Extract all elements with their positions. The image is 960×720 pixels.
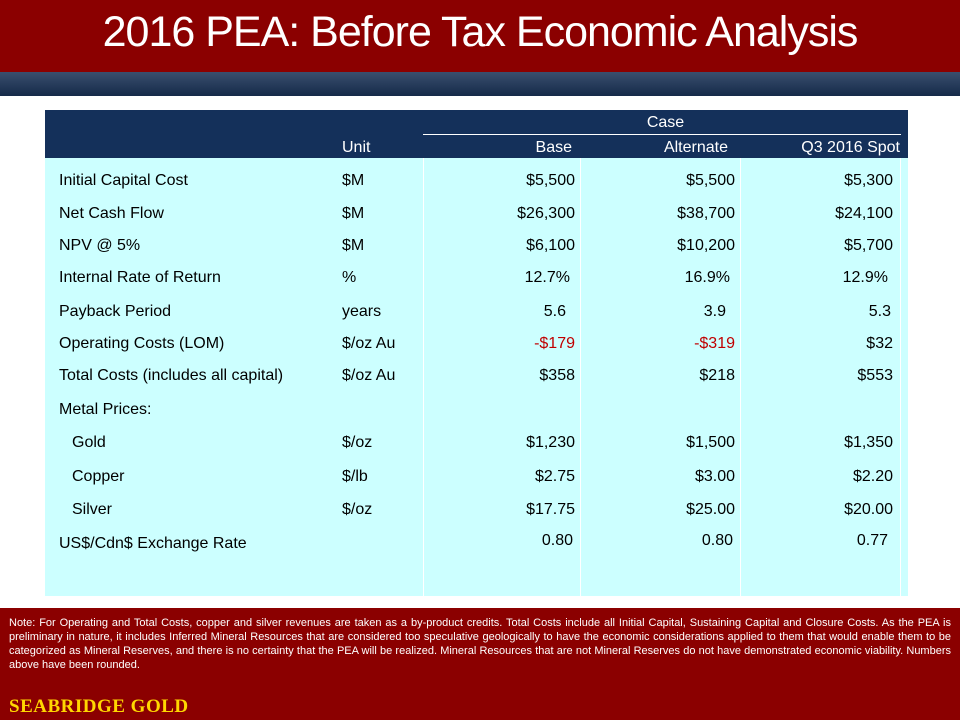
row-unit: $M <box>342 205 365 222</box>
table-header: Case Unit Base Alternate Q3 2016 Spot <box>45 110 908 158</box>
table-row: NPV @ 5% $M $6,100 $10,200 $5,700 <box>45 230 908 263</box>
spot-header: Q3 2016 Spot <box>801 139 900 156</box>
row-unit: $M <box>342 237 365 254</box>
row-label: Total Costs (includes all capital) <box>59 367 284 384</box>
footer: Note: For Operating and Total Costs, cop… <box>0 608 960 720</box>
alternate-value: -$319 <box>694 335 735 352</box>
row-label: Internal Rate of Return <box>59 269 221 286</box>
table-row: Total Costs (includes all capital) $/oz … <box>45 360 908 393</box>
footnote: Note: For Operating and Total Costs, cop… <box>9 617 951 671</box>
table-row: Gold $/oz $1,230 $1,500 $1,350 <box>45 427 908 460</box>
alternate-value: $218 <box>699 367 735 384</box>
spot-value: $5,700 <box>844 237 893 254</box>
row-unit: years <box>342 303 382 320</box>
table-row: Metal Prices: <box>45 394 908 427</box>
base-header: Base <box>535 139 572 156</box>
table-row: Initial Capital Cost $M $5,500 $5,500 $5… <box>45 165 908 198</box>
table-row: Copper $/lb $2.75 $3.00 $2.20 <box>45 461 908 494</box>
column-divider <box>900 158 901 596</box>
alternate-value: $38,700 <box>677 205 735 222</box>
page-title: 2016 PEA: Before Tax Economic Analysis <box>102 8 859 56</box>
base-value: 12.7% <box>524 269 570 286</box>
base-value: -$179 <box>534 335 575 352</box>
row-unit: $/oz <box>342 434 373 451</box>
spot-value: 0.77 <box>856 532 888 549</box>
case-header: Case <box>646 114 685 131</box>
row-unit: $/lb <box>342 468 368 485</box>
alternate-value: $5,500 <box>686 172 735 189</box>
column-divider <box>740 158 741 596</box>
base-value: 0.80 <box>541 532 573 549</box>
spot-value: $32 <box>866 335 893 352</box>
base-value: 5.6 <box>543 303 566 320</box>
spot-value: $5,300 <box>844 172 893 189</box>
spot-value: $20.00 <box>844 501 893 518</box>
table-row: Operating Costs (LOM) $/oz Au -$179 -$31… <box>45 328 908 361</box>
row-unit: $M <box>342 172 365 189</box>
alternate-value: $10,200 <box>677 237 735 254</box>
table-row: Silver $/oz $17.75 $25.00 $20.00 <box>45 494 908 527</box>
table-row: Internal Rate of Return % 12.7% 16.9% 12… <box>45 262 908 295</box>
spot-value: $1,350 <box>844 434 893 451</box>
economic-analysis-table: Case Unit Base Alternate Q3 2016 Spot In… <box>45 110 908 596</box>
base-value: $358 <box>539 367 575 384</box>
row-label: Silver <box>72 501 113 518</box>
base-value: $5,500 <box>526 172 575 189</box>
row-label: Payback Period <box>59 303 172 320</box>
row-label: Gold <box>72 434 106 451</box>
spot-value: 5.3 <box>868 303 891 320</box>
row-label: Copper <box>72 468 125 485</box>
unit-header: Unit <box>342 139 371 156</box>
alternate-value: $1,500 <box>686 434 735 451</box>
alternate-value: 3.9 <box>703 303 726 320</box>
row-label: US$/Cdn$ Exchange Rate <box>59 535 247 552</box>
base-value: $1,230 <box>526 434 575 451</box>
base-value: $17.75 <box>526 501 575 518</box>
row-unit: $/oz Au <box>342 367 396 384</box>
alternate-header: Alternate <box>663 139 728 156</box>
header-band <box>0 72 960 96</box>
table-row: Payback Period years 5.6 3.9 5.3 <box>45 296 908 329</box>
row-label: Metal Prices: <box>59 401 152 418</box>
row-unit: $/oz Au <box>342 335 396 352</box>
title-bar: 2016 PEA: Before Tax Economic Analysis <box>0 0 960 72</box>
table-row: US$/Cdn$ Exchange Rate 0.80 0.80 0.77 <box>45 528 908 561</box>
row-unit: $/oz <box>342 501 373 518</box>
column-divider <box>423 158 424 596</box>
spot-value: $24,100 <box>835 205 893 222</box>
row-label: NPV @ 5% <box>59 237 141 254</box>
case-underline <box>423 134 901 135</box>
table-row: Net Cash Flow $M $26,300 $38,700 $24,100 <box>45 198 908 231</box>
base-value: $26,300 <box>517 205 575 222</box>
alternate-value: 0.80 <box>701 532 733 549</box>
alternate-value: $3.00 <box>694 468 735 485</box>
company-logo: SEABRIDGE GOLD <box>9 696 189 717</box>
spot-value: 12.9% <box>842 269 888 286</box>
alternate-value: 16.9% <box>684 269 730 286</box>
spot-value: $553 <box>857 367 893 384</box>
row-label: Operating Costs (LOM) <box>59 335 225 352</box>
base-value: $6,100 <box>526 237 575 254</box>
base-value: $2.75 <box>534 468 575 485</box>
alternate-value: $25.00 <box>686 501 735 518</box>
row-unit: % <box>342 269 357 286</box>
spot-value: $2.20 <box>852 468 893 485</box>
column-divider <box>580 158 581 596</box>
row-label: Net Cash Flow <box>59 205 164 222</box>
row-label: Initial Capital Cost <box>59 172 188 189</box>
